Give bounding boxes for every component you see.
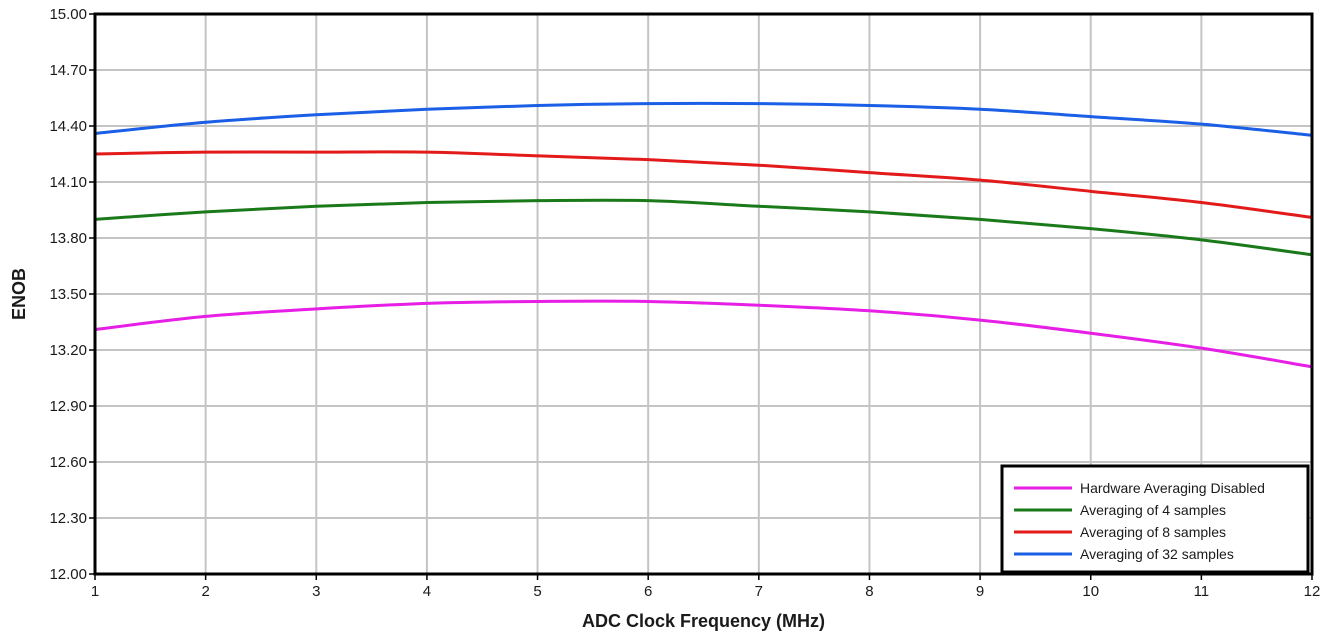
y-tick-label: 12.60 [49, 454, 87, 471]
y-axis-label: ENOB [9, 268, 29, 320]
y-tick-label: 12.30 [49, 510, 87, 527]
grid-lines [95, 14, 1312, 574]
x-axis-label: ADC Clock Frequency (MHz) [582, 611, 825, 631]
y-tick-label: 15.00 [49, 6, 87, 23]
x-tick-label: 4 [423, 583, 431, 600]
x-tick-label: 10 [1082, 583, 1099, 600]
legend: Hardware Averaging Disabled Averaging of … [1000, 464, 1310, 574]
y-tick-label: 13.20 [49, 342, 87, 359]
legend-label: Averaging of 4 samples [1080, 502, 1226, 518]
x-tick-label: 11 [1194, 583, 1210, 600]
x-tick-label: 3 [312, 583, 320, 600]
y-tick-label: 13.50 [49, 286, 87, 303]
y-axis-ticks: 12.00 12.30 12.60 12.90 13.20 13.50 13.80 14.10… [49, 6, 95, 583]
x-tick-label: 9 [976, 583, 984, 600]
legend-label: Hardware Averaging Disabled [1080, 480, 1265, 496]
x-tick-label: 6 [644, 583, 652, 600]
y-tick-label: 14.70 [49, 62, 87, 79]
y-tick-label: 12.90 [49, 398, 87, 415]
x-tick-label: 7 [755, 583, 763, 600]
series-line-1 [93, 299, 1314, 369]
x-tick-label: 5 [533, 583, 541, 600]
y-tick-label: 12.00 [49, 566, 87, 583]
y-tick-label: 14.10 [49, 174, 87, 191]
x-tick-label: 12 [1304, 583, 1321, 600]
series-line-2 [93, 198, 1314, 257]
y-tick-label: 14.40 [49, 118, 87, 135]
series-line-3 [93, 150, 1314, 219]
series-lines [93, 101, 1314, 369]
legend-label: Averaging of 8 samples [1080, 524, 1226, 540]
series-line-4 [93, 101, 1314, 137]
x-axis-ticks: 1 2 3 4 5 6 7 8 9 10 11 12 [91, 574, 1321, 600]
legend-label: Averaging of 32 samples [1080, 546, 1234, 562]
x-tick-label: 2 [201, 583, 209, 600]
x-tick-label: 8 [865, 583, 873, 600]
x-tick-label: 1 [91, 583, 99, 600]
y-tick-label: 13.80 [49, 230, 87, 247]
